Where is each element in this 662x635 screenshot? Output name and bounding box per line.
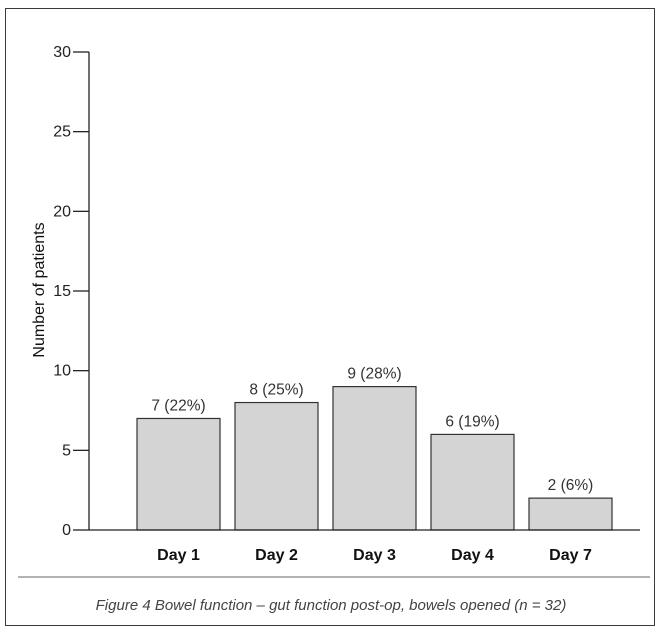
x-category-label: Day 7 (549, 547, 592, 564)
figure-caption: Figure 4 Bowel function – gut function p… (95, 597, 567, 614)
y-axis-label: Number of patients (31, 222, 48, 357)
bar-data-label: 6 (19%) (445, 413, 499, 430)
y-tick-label: 0 (62, 522, 71, 539)
y-tick-label: 15 (53, 283, 71, 300)
x-category-label: Day 3 (353, 547, 396, 564)
bar-data-label: 2 (6%) (548, 477, 594, 494)
bar-data-label: 9 (28%) (347, 366, 401, 383)
x-category-label: Day 2 (255, 547, 298, 564)
y-tick-label: 25 (53, 124, 71, 141)
bar-data-label: 8 (25%) (249, 382, 303, 399)
bar (332, 386, 417, 531)
bar-data-label: 7 (22%) (151, 397, 205, 414)
y-tick-label: 5 (62, 442, 71, 459)
y-tick-label: 20 (53, 203, 71, 220)
y-tick-label: 30 (53, 44, 71, 61)
bar (430, 433, 515, 531)
x-category-label: Day 1 (157, 547, 200, 564)
x-category-label: Day 4 (451, 547, 494, 564)
y-tick-label: 10 (53, 363, 71, 380)
bar (234, 401, 319, 531)
bar (136, 417, 221, 531)
bar (528, 497, 613, 531)
